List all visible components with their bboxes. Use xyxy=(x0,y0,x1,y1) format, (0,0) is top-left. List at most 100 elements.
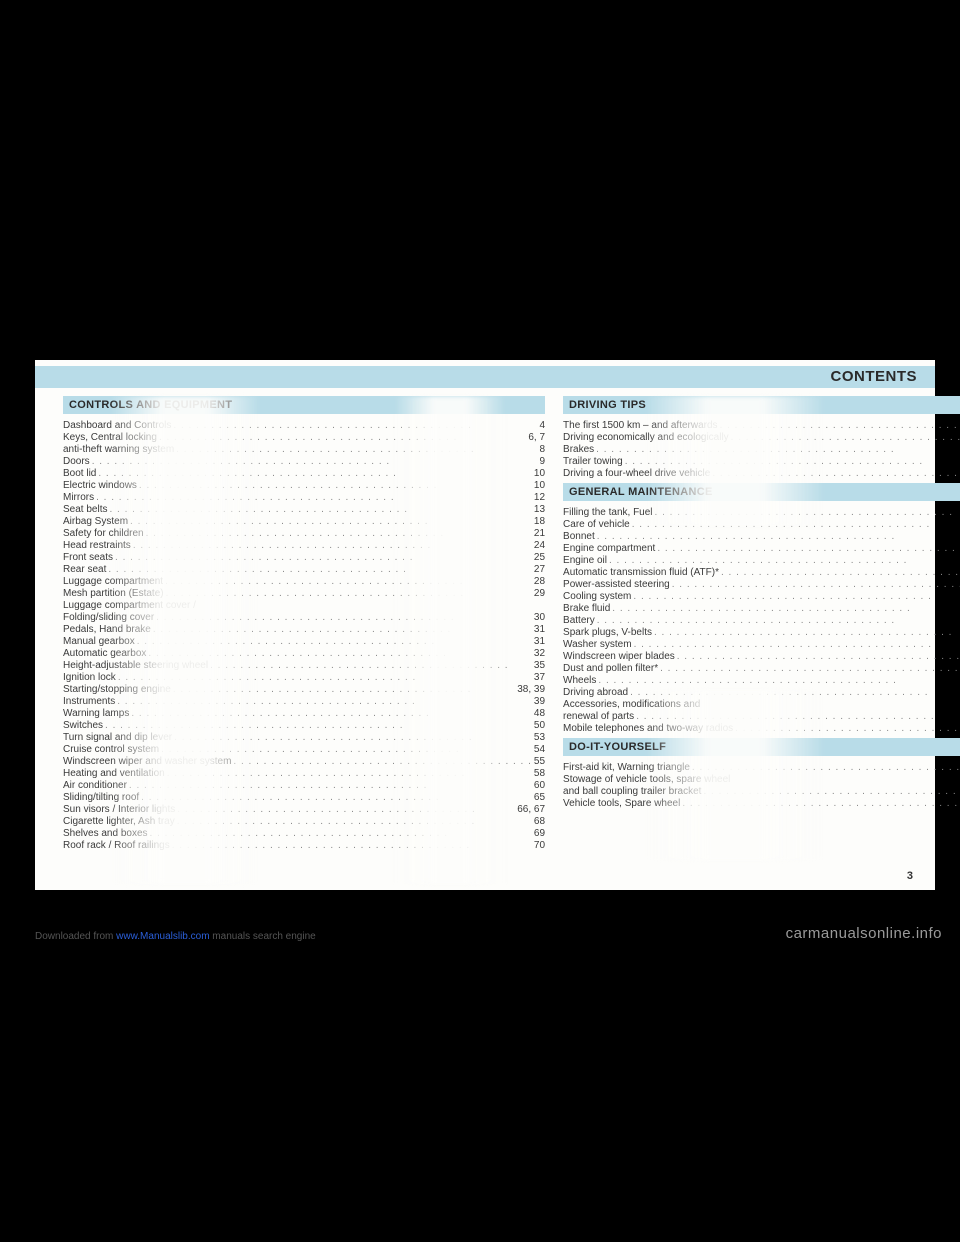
toc-dots: . . . . . . . . . . . . . . . . . . . . … xyxy=(115,696,534,707)
toc-label: Height-adjustable steering wheel xyxy=(63,660,208,671)
toc-line: Mirrors . . . . . . . . . . . . . . . . … xyxy=(63,492,545,503)
toc-label: Sun visors / Interior lights xyxy=(63,804,175,815)
toc-dots: . . . . . . . . . . . . . . . . . . . . … xyxy=(632,639,960,650)
toc-dots: . . . . . . . . . . . . . . . . . . . . … xyxy=(171,420,539,431)
footer-link[interactable]: www.Manualslib.com xyxy=(116,931,209,942)
toc-dots: . . . . . . . . . . . . . . . . . . . . … xyxy=(595,615,960,626)
toc-line: Windscreen wiper and washer system . . .… xyxy=(63,756,545,767)
toc-dots: . . . . . . . . . . . . . . . . . . . . … xyxy=(165,768,534,779)
toc-label: renewal of parts xyxy=(563,711,634,722)
toc-label: anti-theft warning system xyxy=(63,444,174,455)
toc-page: 29 xyxy=(534,588,545,599)
toc-line: Mobile telephones and two-way radios . .… xyxy=(563,723,960,734)
toc-page: 10 xyxy=(534,468,545,479)
toc-dots: . . . . . . . . . . . . . . . . . . . . … xyxy=(175,804,517,815)
toc-line: Driving economically and ecologically . … xyxy=(563,432,960,443)
toc-line: Vehicle tools, Spare wheel . . . . . . .… xyxy=(563,798,960,809)
toc-dots: . . . . . . . . . . . . . . . . . . . . … xyxy=(159,744,534,755)
toc-label: Head restraints xyxy=(63,540,131,551)
toc-dots: . . . . . . . . . . . . . . . . . . . . … xyxy=(631,591,960,602)
toc-page: 31 xyxy=(534,624,545,635)
toc-label: Ignition lock xyxy=(63,672,116,683)
toc-dots: . . . . . . . . . . . . . . . . . . . . … xyxy=(172,732,534,743)
toc-columns: CONTROLS AND EQUIPMENTDashboard and Cont… xyxy=(63,396,917,880)
toc-dots: . . . . . . . . . . . . . . . . . . . . … xyxy=(131,540,534,551)
toc-label: Stowage of vehicle tools, spare wheel xyxy=(563,774,730,785)
toc-label: Boot lid xyxy=(63,468,96,479)
toc-page: 39 xyxy=(534,696,545,707)
toc-line: Power-assisted steering . . . . . . . . … xyxy=(563,579,960,590)
toc-page: 50 xyxy=(534,720,545,731)
toc-dots: . . . . . . . . . . . . . . . . . . . . … xyxy=(127,780,534,791)
toc-label: Driving a four-wheel drive vehicle xyxy=(563,468,710,479)
toc-dots: . . . . . . . . . . . . . . . . . . . . … xyxy=(171,684,517,695)
toc-line: Cigarette lighter, Ash tray . . . . . . … xyxy=(63,816,545,827)
toc-page: 65 xyxy=(534,792,545,803)
section-header: GENERAL MAINTENANCE xyxy=(563,483,960,501)
toc-label: Spark plugs, V-belts xyxy=(563,627,652,638)
toc-dots: . . . . . . . . . . . . . . . . . . . . … xyxy=(670,579,960,590)
toc-line: Luggage compartment cover / xyxy=(63,600,545,611)
toc-line: renewal of parts . . . . . . . . . . . .… xyxy=(563,711,960,722)
toc-page: 27 xyxy=(534,564,545,575)
toc-column-2: DRIVING TIPSThe first 1500 km – and afte… xyxy=(563,396,960,880)
toc-line: Brakes . . . . . . . . . . . . . . . . .… xyxy=(563,444,960,455)
toc-line: Air conditioner . . . . . . . . . . . . … xyxy=(63,780,545,791)
toc-line: Height-adjustable steering wheel . . . .… xyxy=(63,660,545,671)
toc-label: Care of vehicle xyxy=(563,519,630,530)
toc-line: Pedals, Hand brake . . . . . . . . . . .… xyxy=(63,624,545,635)
toc-dots: . . . . . . . . . . . . . . . . . . . . … xyxy=(129,708,534,719)
toc-line: Cooling system . . . . . . . . . . . . .… xyxy=(563,591,960,602)
toc-dots: . . . . . . . . . . . . . . . . . . . . … xyxy=(175,816,534,827)
toc-dots: . . . . . . . . . . . . . . . . . . . . … xyxy=(718,420,960,431)
toc-label: Driving economically and ecologically xyxy=(563,432,729,443)
toc-page: 54 xyxy=(534,744,545,755)
toc-label: Filling the tank, Fuel xyxy=(563,507,653,518)
toc-dots: . . . . . . . . . . . . . . . . . . . . … xyxy=(610,603,960,614)
toc-label: Warning lamps xyxy=(63,708,129,719)
toc-dots: . . . . . . . . . . . . . . . . . . . . … xyxy=(170,840,534,851)
toc-page: 35 xyxy=(534,660,545,671)
toc-page: 21 xyxy=(534,528,545,539)
toc-page: 37 xyxy=(534,672,545,683)
footer-prefix: Downloaded from xyxy=(35,931,116,942)
toc-line: Accessories, modifications and xyxy=(563,699,960,710)
toc-line: Boot lid . . . . . . . . . . . . . . . .… xyxy=(63,468,545,479)
toc-dots: . . . . . . . . . . . . . . . . . . . . … xyxy=(174,444,539,455)
toc-line: Driving a four-wheel drive vehicle . . .… xyxy=(563,468,960,479)
toc-label: Keys, Central locking xyxy=(63,432,157,443)
toc-label: Engine oil xyxy=(563,555,607,566)
section-header: DO-IT-YOURSELF xyxy=(563,738,960,756)
toc-label: Power-assisted steering xyxy=(563,579,670,590)
toc-dots: . . . . . . . . . . . . . . . . . . . . … xyxy=(231,756,534,767)
toc-page: 10 xyxy=(534,480,545,491)
toc-label: and ball coupling trailer bracket xyxy=(563,786,701,797)
toc-dots: . . . . . . . . . . . . . . . . . . . . … xyxy=(623,456,960,467)
toc-dots: . . . . . . . . . . . . . . . . . . . . … xyxy=(652,627,960,638)
toc-label: Accessories, modifications and xyxy=(563,699,700,710)
toc-dots: . . . . . . . . . . . . . . . . . . . . … xyxy=(658,663,960,674)
toc-page: 25 xyxy=(534,552,545,563)
toc-page: 30 xyxy=(534,612,545,623)
toc-line: Electric windows . . . . . . . . . . . .… xyxy=(63,480,545,491)
toc-dots: . . . . . . . . . . . . . . . . . . . . … xyxy=(148,828,534,839)
toc-dots: . . . . . . . . . . . . . . . . . . . . … xyxy=(634,711,960,722)
toc-line: Roof rack / Roof railings . . . . . . . … xyxy=(63,840,545,851)
toc-label: Pedals, Hand brake xyxy=(63,624,151,635)
toc-line: Rear seat . . . . . . . . . . . . . . . … xyxy=(63,564,545,575)
toc-line: Instruments . . . . . . . . . . . . . . … xyxy=(63,696,545,707)
toc-label: Brakes xyxy=(563,444,594,455)
toc-label: Luggage compartment xyxy=(63,576,163,587)
toc-page: 31 xyxy=(534,636,545,647)
toc-line: Driving abroad . . . . . . . . . . . . .… xyxy=(563,687,960,698)
section-header: DRIVING TIPS xyxy=(563,396,960,414)
toc-label: First-aid kit, Warning triangle xyxy=(563,762,690,773)
toc-dots: . . . . . . . . . . . . . . . . . . . . … xyxy=(719,567,960,578)
toc-label: Rear seat xyxy=(63,564,106,575)
toc-page: 70 xyxy=(534,840,545,851)
toc-dots: . . . . . . . . . . . . . . . . . . . . … xyxy=(96,468,534,479)
toc-label: Mesh partition (Estate) xyxy=(63,588,164,599)
toc-label: Shelves and boxes xyxy=(63,828,148,839)
toc-dots: . . . . . . . . . . . . . . . . . . . . … xyxy=(655,543,960,554)
toc-dots: . . . . . . . . . . . . . . . . . . . . … xyxy=(653,507,960,518)
